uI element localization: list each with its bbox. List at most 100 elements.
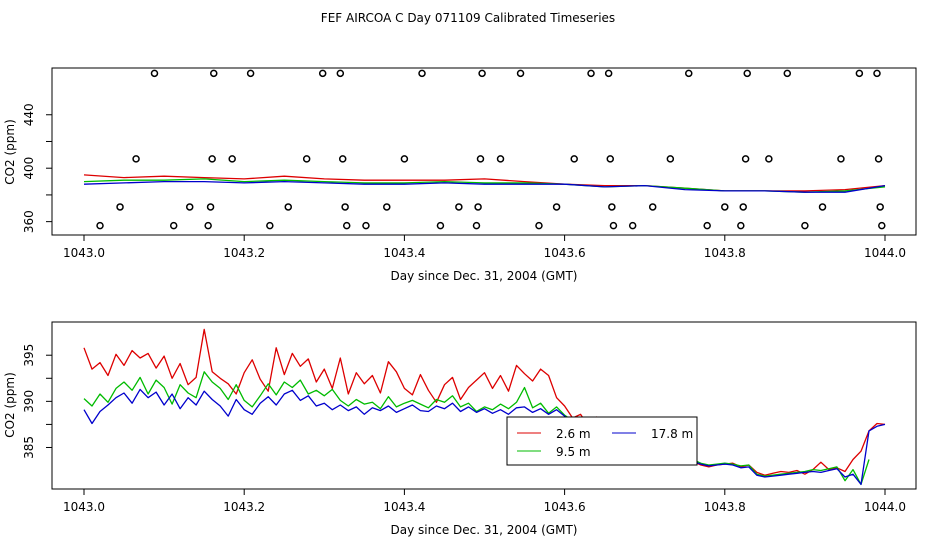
sample-marker [362,221,370,230]
sample-marker [338,155,347,163]
sample-marker [185,203,194,211]
top-panel: 360 400 440 1043.0 1043.2 1043.4 1043.6 1043.8… [3,67,917,283]
sample-marker [535,221,543,230]
sample-marker [741,155,750,163]
sample-marker [666,155,675,163]
sample-marker [472,221,481,230]
sample-marker [628,221,637,230]
chart-title: FEF AIRCOA C Day 071109 Calibrated Times… [321,11,615,25]
sample-marker [737,221,745,230]
top-y-axis-label: CO2 (ppm) [3,119,17,185]
sample-marker [204,221,212,230]
bottom-x-tick-label: 1043.6 [544,500,586,514]
legend: 2.6 m 9.5 m 17.8 m [506,416,698,466]
sample-marker [606,155,615,163]
sample-marker [246,69,255,78]
sample-marker [169,221,178,230]
sample-marker [336,69,345,78]
sample-marker [228,155,236,163]
legend-label-2-6m: 2.6 m [556,427,591,441]
bottom-x-tick-label: 1043.0 [63,500,105,514]
sample-marker [150,69,159,78]
sample-marker [876,203,884,211]
sample-marker [783,69,792,78]
sample-marker [436,221,445,230]
bottom-x-tick-label: 1043.2 [223,500,265,514]
sample-marker [873,69,881,78]
sample-marker [206,203,215,211]
sample-marker [342,221,351,230]
top-x-axis-label: Day since Dec. 31, 2004 (GMT) [391,269,578,283]
top-x-tick-label: 1044.0 [864,246,906,260]
sample-marker [608,203,616,211]
sample-marker [878,221,886,230]
sample-marker [648,203,657,211]
top-x-axis: 1043.0 1043.2 1043.4 1043.6 1043.8 1044.0 [63,235,906,260]
sample-marker [570,155,578,163]
sample-marker [837,155,845,163]
top-x-tick-label: 1043.0 [63,246,105,260]
top-x-tick-label: 1043.2 [223,246,265,260]
bottom-panel: 385 390 395 1043.0 1043.2 1043.4 1043.6 1043.8… [3,321,917,537]
sample-marker [284,203,293,211]
sample-marker [208,155,216,163]
top-series-line-s178 [83,180,886,193]
sample-marker [685,69,693,78]
sample-marker [478,69,486,78]
sample-marker [874,155,883,163]
bottom-y-tick-label: 395 [22,344,36,367]
sample-marker [604,69,613,78]
top-series-lines [83,174,886,193]
sample-marker [516,69,525,78]
top-y-tick-label: 400 [22,157,36,180]
sample-marker [609,221,618,230]
bottom-series-line-s178 [83,388,886,486]
sample-marker [743,69,751,78]
top-x-tick-label: 1043.6 [544,246,586,260]
legend-box [506,416,698,466]
sample-marker [818,203,827,211]
sample-marker [455,203,463,211]
sample-marker [302,155,311,163]
bottom-plot-frame [51,321,917,490]
sample-marker [210,69,218,78]
sample-marker [266,221,274,230]
bottom-series-line-s95 [83,371,870,486]
sample-marker [703,221,711,230]
sample-marker [496,155,505,163]
top-x-tick-label: 1043.4 [383,246,425,260]
top-plot-frame [51,67,917,236]
sample-marker [765,155,773,163]
sample-marker [341,203,349,211]
sample-marker [318,69,327,78]
top-x-tick-label: 1043.8 [704,246,746,260]
bottom-y-axis-label: CO2 (ppm) [3,372,17,438]
bottom-y-axis: 385 390 395 [22,344,52,459]
sample-marker [96,221,104,230]
sample-marker [474,203,482,211]
bottom-y-tick-label: 390 [22,390,36,413]
top-sample-markers [96,69,886,230]
bottom-x-tick-label: 1043.4 [383,500,425,514]
top-y-axis: 360 400 440 [22,103,52,233]
sample-marker [383,203,391,211]
bottom-x-tick-label: 1044.0 [864,500,906,514]
sample-marker [587,69,595,78]
top-y-tick-label: 440 [22,103,36,126]
bottom-series-line-s26 [83,328,886,476]
legend-label-17-8m: 17.8 m [651,427,693,441]
sample-marker [855,69,864,78]
legend-label-9-5m: 9.5 m [556,445,591,459]
sample-marker [418,69,426,78]
sample-marker [739,203,747,211]
bottom-x-axis: 1043.0 1043.2 1043.4 1043.6 1043.8 1044.0 [63,489,906,514]
sample-marker [132,155,140,163]
sample-marker [400,155,409,163]
sample-marker [116,203,124,211]
bottom-series-lines [83,328,886,486]
top-series-line-s95 [83,178,886,193]
bottom-x-axis-label: Day since Dec. 31, 2004 (GMT) [391,523,578,537]
bottom-x-tick-label: 1043.8 [704,500,746,514]
sample-marker [552,203,561,211]
